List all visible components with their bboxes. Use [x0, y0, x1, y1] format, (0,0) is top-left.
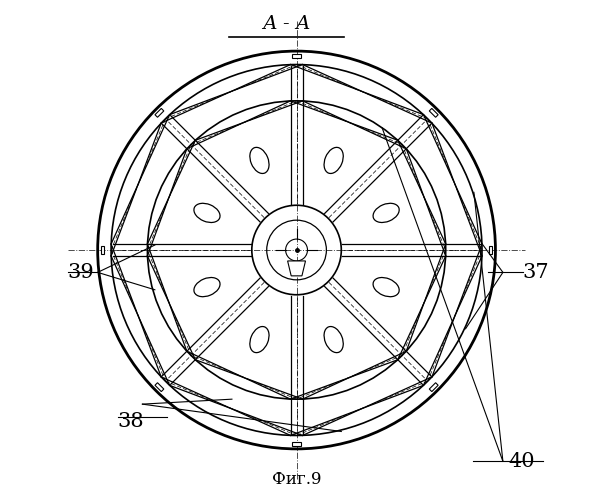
Ellipse shape	[373, 278, 399, 296]
Ellipse shape	[373, 204, 399, 223]
Polygon shape	[292, 442, 301, 446]
Polygon shape	[429, 382, 438, 392]
Polygon shape	[287, 261, 305, 276]
Text: 38: 38	[118, 412, 144, 431]
Ellipse shape	[324, 326, 343, 352]
Ellipse shape	[250, 148, 269, 174]
Polygon shape	[429, 108, 438, 118]
Polygon shape	[489, 246, 492, 254]
Ellipse shape	[324, 148, 343, 174]
Text: 40: 40	[508, 452, 535, 471]
Text: 37: 37	[523, 263, 549, 282]
Polygon shape	[292, 54, 301, 58]
Polygon shape	[155, 108, 164, 118]
Ellipse shape	[250, 326, 269, 352]
Polygon shape	[101, 246, 104, 254]
Text: 39: 39	[68, 263, 94, 282]
Ellipse shape	[194, 278, 220, 296]
Ellipse shape	[194, 204, 220, 223]
Polygon shape	[155, 382, 164, 392]
Text: А - А: А - А	[262, 15, 311, 33]
Text: Фиг.9: Фиг.9	[272, 471, 321, 488]
